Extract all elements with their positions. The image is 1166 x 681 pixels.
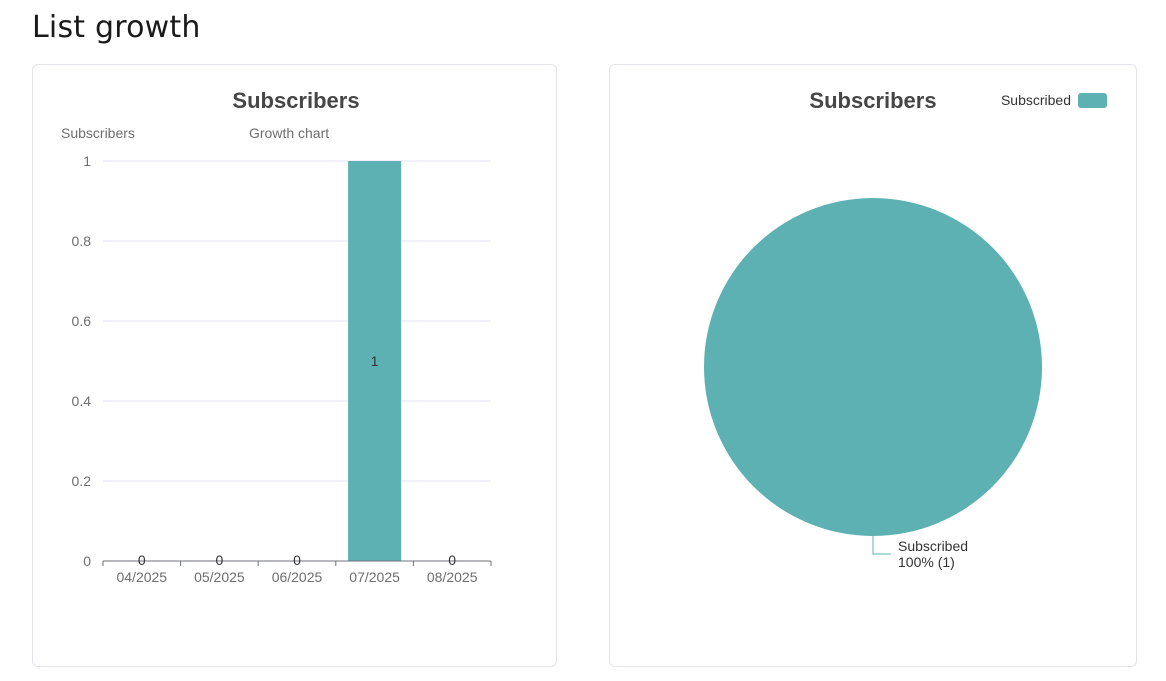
pie-slice xyxy=(704,198,1042,536)
bar-chart-legend-subscribers[interactable]: Subscribers xyxy=(61,125,135,141)
bar-data-label: 0 xyxy=(138,552,146,568)
x-tick-label: 07/2025 xyxy=(349,569,400,585)
y-tick-label: 0 xyxy=(83,553,91,569)
x-tick-label: 08/2025 xyxy=(427,569,478,585)
x-tick-label: 04/2025 xyxy=(116,569,167,585)
y-tick-label: 0.6 xyxy=(72,313,92,329)
bar-data-label: 0 xyxy=(293,552,301,568)
bar-chart-title: Subscribers xyxy=(232,88,359,113)
bar-chart-data-labels: 0 0 0 1 0 xyxy=(138,353,456,568)
bar-data-label: 0 xyxy=(448,552,456,568)
pie-slice-label-name: Subscribed xyxy=(898,538,968,554)
pie-legend-label[interactable]: Subscribed xyxy=(1001,92,1071,108)
y-tick-label: 0.4 xyxy=(72,393,92,409)
bar-chart-bars xyxy=(348,161,402,561)
y-tick-label: 0.2 xyxy=(72,473,92,489)
bar-data-label: 0 xyxy=(216,552,224,568)
bar xyxy=(348,161,402,561)
bar-chart-y-axis: 0 0.2 0.4 0.6 0.8 1 xyxy=(72,153,92,569)
y-tick-label: 1 xyxy=(83,153,91,169)
bar-chart: Subscribers Subscribers Growth chart 0 0.… xyxy=(61,88,492,585)
bar-chart-x-axis: 04/2025 05/2025 06/2025 07/2025 08/2025 xyxy=(102,560,492,585)
pie-chart-slices xyxy=(704,198,1042,536)
y-tick-label: 0.8 xyxy=(72,233,92,249)
pie-chart-card: Subscribers Subscribed Subscribed 100% (… xyxy=(609,64,1137,667)
bar-data-label: 1 xyxy=(371,353,379,369)
bar-chart-card: Subscribers Subscribers Growth chart 0 0.… xyxy=(32,64,557,667)
pie-chart: Subscribers Subscribed Subscribed 100% (… xyxy=(704,88,1107,570)
pie-legend-swatch[interactable] xyxy=(1078,93,1107,108)
bar-chart-legend-growth[interactable]: Growth chart xyxy=(249,125,329,141)
x-tick-label: 05/2025 xyxy=(194,569,245,585)
page-title: List growth xyxy=(32,10,201,45)
pie-chart-title: Subscribers xyxy=(809,88,936,113)
bar-chart-grid xyxy=(103,160,491,482)
pie-label-leader-line xyxy=(872,536,891,555)
x-tick-label: 06/2025 xyxy=(272,569,323,585)
pie-slice-label-value: 100% (1) xyxy=(898,554,955,570)
